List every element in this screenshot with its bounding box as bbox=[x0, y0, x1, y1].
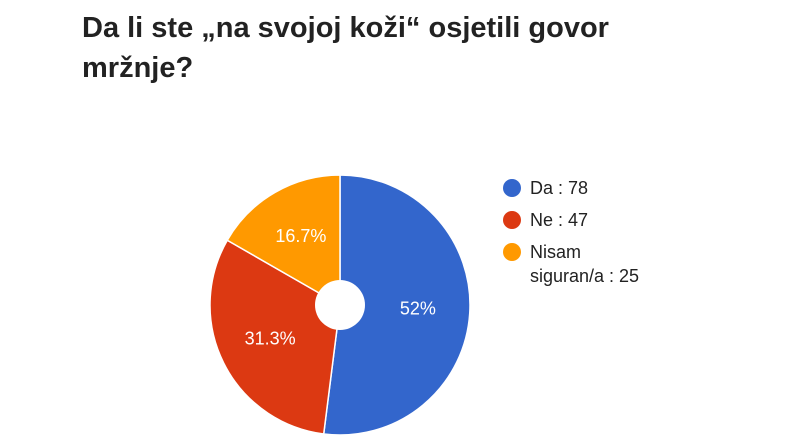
legend-entry: Da : 78 bbox=[530, 178, 589, 198]
slice-label: 16.7% bbox=[275, 226, 326, 246]
legend-swatch bbox=[503, 211, 521, 229]
chart-title: Da li ste „na svojoj koži“ osjetili govo… bbox=[82, 12, 609, 84]
slice-label: 52% bbox=[400, 299, 436, 319]
legend-label: Da : 78 bbox=[530, 178, 589, 198]
legend-label: Nisam siguran/a : 25 bbox=[530, 242, 640, 286]
pie-slice bbox=[322, 174, 471, 436]
pie-slice bbox=[226, 174, 341, 307]
legend-label: Ne : 47 bbox=[530, 210, 589, 230]
slice-label: 31.3% bbox=[245, 329, 296, 349]
pie-hole bbox=[315, 280, 365, 330]
legend-entry: Nisam siguran/a : 25 bbox=[530, 242, 640, 286]
pie-slice bbox=[209, 239, 341, 435]
legend-swatch bbox=[503, 179, 521, 197]
legend-entry: Ne : 47 bbox=[530, 210, 589, 230]
legend-swatch bbox=[503, 243, 521, 261]
